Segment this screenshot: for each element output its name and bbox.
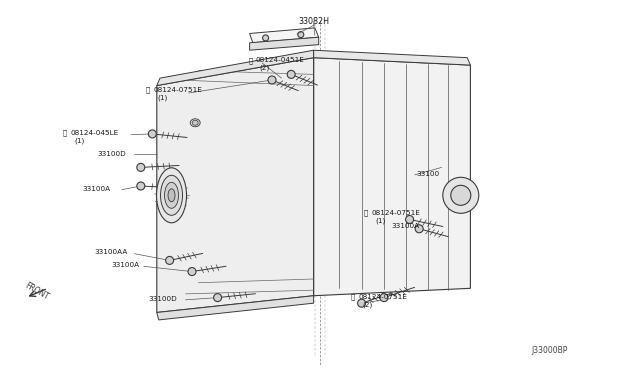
Text: 08124-0751E: 08124-0751E [371, 210, 420, 216]
Text: Ⓑ: Ⓑ [351, 294, 355, 300]
Ellipse shape [168, 189, 175, 202]
Text: (2): (2) [259, 64, 269, 71]
Text: Ⓑ: Ⓑ [364, 210, 368, 217]
Text: 08124-045LE: 08124-045LE [70, 130, 118, 136]
Circle shape [406, 215, 413, 224]
Text: 33100A: 33100A [111, 262, 140, 268]
Text: (2): (2) [362, 301, 372, 308]
Polygon shape [314, 50, 470, 65]
Text: 33100: 33100 [416, 171, 439, 177]
Text: 33100A: 33100A [82, 186, 110, 192]
Text: (1): (1) [375, 217, 385, 224]
Circle shape [298, 32, 304, 38]
Ellipse shape [157, 168, 186, 223]
Circle shape [287, 70, 295, 78]
Ellipse shape [164, 182, 179, 208]
Text: 33100D: 33100D [148, 296, 177, 302]
Ellipse shape [161, 175, 182, 215]
Polygon shape [157, 296, 314, 320]
Circle shape [268, 76, 276, 84]
Circle shape [148, 130, 156, 138]
Text: 33100A: 33100A [392, 223, 420, 229]
Text: FRONT: FRONT [24, 280, 51, 301]
Polygon shape [250, 28, 319, 43]
Circle shape [137, 182, 145, 190]
Circle shape [443, 177, 479, 213]
Text: 33100D: 33100D [97, 151, 126, 157]
Text: 33082H: 33082H [298, 17, 329, 26]
Circle shape [188, 267, 196, 276]
Text: 08124-0751E: 08124-0751E [154, 87, 202, 93]
Text: (1): (1) [157, 94, 168, 101]
Circle shape [214, 294, 221, 302]
Ellipse shape [192, 120, 198, 125]
Text: J33000BP: J33000BP [531, 346, 568, 355]
Text: (1): (1) [74, 137, 84, 144]
Ellipse shape [190, 119, 200, 127]
Circle shape [358, 299, 365, 307]
Circle shape [262, 35, 269, 41]
Polygon shape [250, 37, 319, 50]
Circle shape [166, 256, 173, 264]
Text: 33100AA: 33100AA [95, 249, 128, 255]
Polygon shape [157, 50, 314, 86]
Polygon shape [314, 58, 470, 296]
Circle shape [451, 185, 471, 205]
Polygon shape [157, 58, 314, 312]
Text: Ⓑ: Ⓑ [248, 57, 253, 64]
Text: 08124-0751E: 08124-0751E [358, 294, 407, 300]
Text: Ⓑ: Ⓑ [146, 87, 150, 93]
Text: 08124-0451E: 08124-0451E [256, 57, 305, 63]
Text: Ⓑ: Ⓑ [63, 130, 67, 137]
Circle shape [380, 294, 388, 302]
Circle shape [415, 225, 423, 233]
Circle shape [137, 163, 145, 171]
